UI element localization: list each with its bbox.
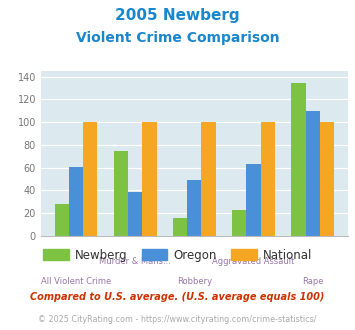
Text: Robbery: Robbery (177, 277, 212, 286)
Bar (69, 167, 83, 236)
Text: 2005 Newberg: 2005 Newberg (115, 8, 240, 23)
Bar (320, 122, 334, 236)
Text: © 2025 CityRating.com - https://www.cityrating.com/crime-statistics/: © 2025 CityRating.com - https://www.city… (38, 315, 317, 324)
Text: All Violent Crime: All Violent Crime (41, 277, 111, 286)
Bar (201, 122, 215, 236)
Text: Murder & Mans...: Murder & Mans... (99, 257, 171, 266)
Bar (306, 111, 320, 236)
Bar (173, 218, 187, 236)
Text: Compared to U.S. average. (U.S. average equals 100): Compared to U.S. average. (U.S. average … (30, 292, 325, 302)
Bar (55, 204, 69, 236)
Bar (232, 210, 246, 236)
Text: Violent Crime Comparison: Violent Crime Comparison (76, 31, 279, 45)
Bar (83, 122, 97, 236)
Text: Rape: Rape (302, 277, 323, 286)
Bar (187, 180, 201, 236)
Legend: Newberg, Oregon, National: Newberg, Oregon, National (38, 244, 317, 266)
Bar (128, 192, 142, 236)
Bar (142, 122, 157, 236)
Text: Aggravated Assault: Aggravated Assault (212, 257, 295, 266)
Bar (246, 164, 261, 236)
Bar (114, 150, 128, 236)
Bar (291, 83, 306, 236)
Bar (261, 122, 275, 236)
